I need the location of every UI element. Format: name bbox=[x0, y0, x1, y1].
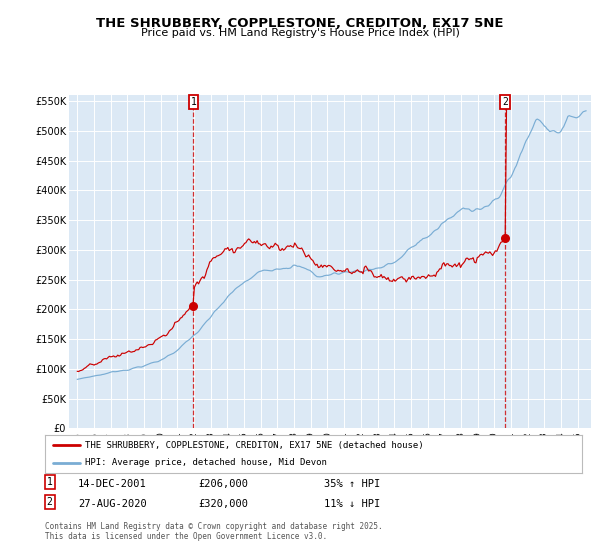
Text: Contains HM Land Registry data © Crown copyright and database right 2025.
This d: Contains HM Land Registry data © Crown c… bbox=[45, 522, 383, 542]
Text: £206,000: £206,000 bbox=[198, 479, 248, 489]
Text: 27-AUG-2020: 27-AUG-2020 bbox=[78, 499, 147, 509]
Text: 1: 1 bbox=[47, 477, 53, 487]
Text: 1: 1 bbox=[190, 97, 196, 107]
Text: 2: 2 bbox=[502, 97, 508, 107]
Text: 11% ↓ HPI: 11% ↓ HPI bbox=[324, 499, 380, 509]
Text: Price paid vs. HM Land Registry's House Price Index (HPI): Price paid vs. HM Land Registry's House … bbox=[140, 28, 460, 38]
Text: 14-DEC-2001: 14-DEC-2001 bbox=[78, 479, 147, 489]
Text: 35% ↑ HPI: 35% ↑ HPI bbox=[324, 479, 380, 489]
Text: HPI: Average price, detached house, Mid Devon: HPI: Average price, detached house, Mid … bbox=[85, 459, 327, 468]
Text: THE SHRUBBERY, COPPLESTONE, CREDITON, EX17 5NE: THE SHRUBBERY, COPPLESTONE, CREDITON, EX… bbox=[96, 17, 504, 30]
Text: £320,000: £320,000 bbox=[198, 499, 248, 509]
Text: THE SHRUBBERY, COPPLESTONE, CREDITON, EX17 5NE (detached house): THE SHRUBBERY, COPPLESTONE, CREDITON, EX… bbox=[85, 441, 424, 450]
Text: 2: 2 bbox=[47, 497, 53, 507]
